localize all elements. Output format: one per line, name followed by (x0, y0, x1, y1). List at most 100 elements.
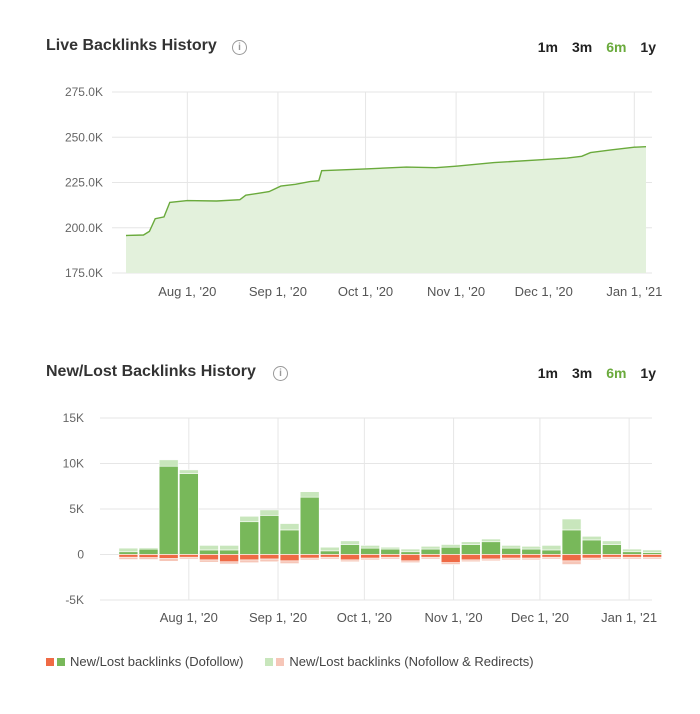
bar-lost-nofollow (179, 556, 199, 560)
live-y-tick-label: 275.0K (65, 85, 103, 99)
bar-lost-nofollow (642, 556, 662, 560)
live-range-selector: 1m 3m 6m 1y (538, 39, 656, 55)
bar-lost-dofollow (239, 554, 260, 561)
bar-new-nofollow (501, 545, 521, 549)
bar-new-nofollow (642, 549, 662, 553)
bar-lost-nofollow (602, 556, 622, 560)
bar-new-nofollow (259, 509, 280, 516)
info-icon[interactable]: i (273, 366, 288, 381)
bar-new-nofollow (158, 459, 179, 467)
bar-lost-dofollow (581, 554, 602, 559)
legend-swatch-lost-dofollow (46, 657, 54, 666)
bar-new-nofollow (481, 538, 501, 543)
bar-new-dofollow (521, 548, 542, 555)
newlost-range-1m[interactable]: 1m (537, 365, 558, 381)
newlost-backlinks-title: New/Lost Backlinks History (46, 363, 256, 380)
bar-lost-nofollow (501, 557, 521, 561)
bar-lost-dofollow (541, 554, 562, 558)
bar-lost-nofollow (138, 557, 159, 560)
bar-lost-nofollow (118, 556, 139, 560)
live-backlinks-card: Live Backlinks History i 1m 3m 6m 1y (0, 0, 700, 330)
bar-lost-dofollow (602, 554, 622, 558)
bar-new-nofollow (440, 544, 461, 548)
bar-lost-dofollow (360, 554, 380, 559)
bar-new-nofollow (541, 545, 562, 551)
bar-new-nofollow (360, 545, 380, 549)
newlost-range-3m[interactable]: 3m (571, 365, 593, 381)
live-x-tick-label: Dec 1, '20 (515, 284, 573, 299)
bar-x-tick-label: Dec 1, '20 (511, 610, 569, 625)
bar-x-tick-label: Oct 1, '20 (337, 610, 392, 625)
bar-new-dofollow (541, 549, 562, 555)
bar-new-dofollow (602, 544, 622, 555)
bar-new-nofollow (320, 546, 340, 552)
bar-new-dofollow (501, 547, 521, 555)
bar-new-dofollow (440, 546, 461, 555)
bar-y-tick-label: 10K (63, 457, 84, 471)
bar-lost-nofollow (440, 562, 461, 565)
bar-lost-nofollow (199, 559, 219, 563)
bar-new-nofollow (138, 547, 159, 550)
bar-new-dofollow (320, 550, 340, 555)
bar-lost-nofollow (581, 557, 602, 561)
bar-lost-nofollow (481, 558, 501, 562)
bar-lost-nofollow (239, 559, 260, 563)
bar-new-dofollow (259, 515, 280, 555)
bar-new-nofollow (179, 469, 199, 474)
bar-lost-nofollow (622, 556, 642, 560)
bar-lost-dofollow (219, 554, 239, 563)
live-x-tick-label: Jan 1, '21 (606, 284, 662, 299)
live-backlinks-chart: 275.0K 250.0K 225.0K 200.0K 175.0K Aug 1, '20… (65, 85, 662, 299)
bar-lost-dofollow (138, 554, 159, 558)
bar-lost-nofollow (158, 558, 179, 562)
bar-lost-dofollow (380, 554, 401, 558)
live-range-3m[interactable]: 3m (571, 39, 593, 55)
bar-new-nofollow (561, 518, 582, 531)
live-range-1y[interactable]: 1y (640, 39, 656, 55)
bar-new-nofollow (199, 545, 219, 551)
bar-lost-nofollow (299, 557, 320, 561)
legend-dofollow[interactable]: New/Lost backlinks (Dofollow) (46, 654, 243, 669)
bar-lost-nofollow (259, 558, 280, 563)
bar-new-nofollow (340, 540, 360, 545)
bar-lost-nofollow (279, 560, 300, 564)
bar-lost-dofollow (642, 554, 662, 558)
legend-nofollow[interactable]: New/Lost backlinks (Nofollow & Redirects… (265, 654, 534, 669)
info-icon[interactable]: i (232, 40, 247, 55)
bar-lost-dofollow (279, 554, 300, 562)
chart-legend: New/Lost backlinks (Dofollow) New/Lost b… (46, 654, 556, 669)
newlost-range-1y[interactable]: 1y (640, 365, 656, 381)
bar-lost-nofollow (521, 557, 542, 561)
bar-new-nofollow (622, 548, 642, 553)
bar-lost-nofollow (541, 556, 562, 560)
bar-x-tick-label: Jan 1, '21 (601, 610, 657, 625)
bar-x-tick-label: Aug 1, '20 (160, 610, 218, 625)
bar-lost-nofollow (320, 556, 340, 560)
bar-new-nofollow (380, 546, 401, 550)
live-y-tick-label: 250.0K (65, 130, 103, 144)
bar-lost-dofollow (622, 554, 642, 558)
bar-lost-dofollow (340, 554, 360, 561)
live-range-1m[interactable]: 1m (537, 39, 558, 55)
bar-new-dofollow (279, 529, 300, 555)
bar-lost-dofollow (179, 554, 199, 558)
live-x-tick-label: Oct 1, '20 (338, 284, 393, 299)
bar-lost-dofollow (461, 554, 481, 561)
bar-new-dofollow (340, 544, 360, 555)
bar-new-dofollow (360, 547, 380, 555)
newlost-range-6m[interactable]: 6m (606, 365, 627, 381)
bar-new-dofollow (199, 549, 219, 555)
bar-new-dofollow (299, 496, 320, 555)
legend-dofollow-label: New/Lost backlinks (Dofollow) (70, 654, 244, 669)
live-x-tick-label: Sep 1, '20 (249, 284, 307, 299)
bar-new-nofollow (239, 515, 260, 523)
bar-new-dofollow (380, 548, 401, 555)
bar-new-dofollow (420, 548, 441, 555)
live-range-6m[interactable]: 6m (606, 39, 627, 55)
bar-new-nofollow (602, 540, 622, 545)
bar-lost-dofollow (400, 554, 421, 562)
bar-new-dofollow (461, 544, 481, 555)
bar-new-nofollow (118, 547, 139, 553)
bar-lost-nofollow (400, 560, 421, 563)
